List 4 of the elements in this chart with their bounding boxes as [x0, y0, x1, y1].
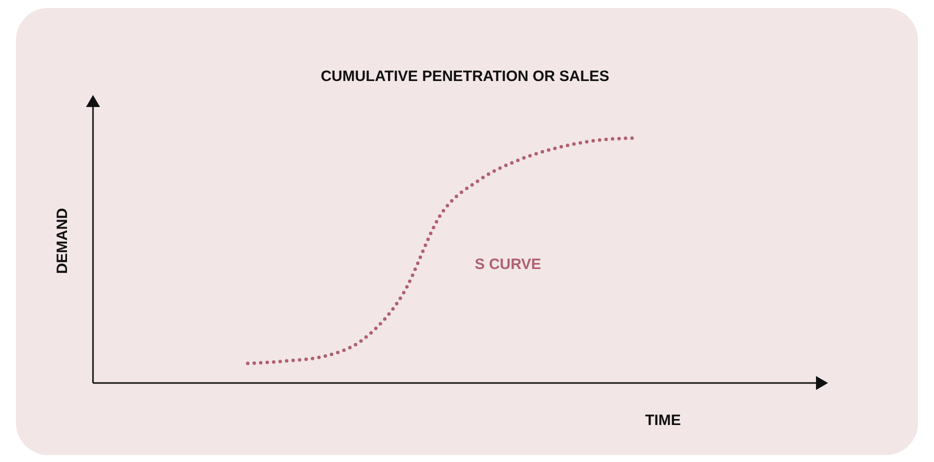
x-axis-title: TIME [645, 412, 681, 429]
annotation: S CURVE [474, 256, 542, 273]
chart-title: CUMULATIVE PENETRATION OR SALES [320, 68, 610, 85]
y-axis-title: DEMAND [54, 208, 71, 274]
